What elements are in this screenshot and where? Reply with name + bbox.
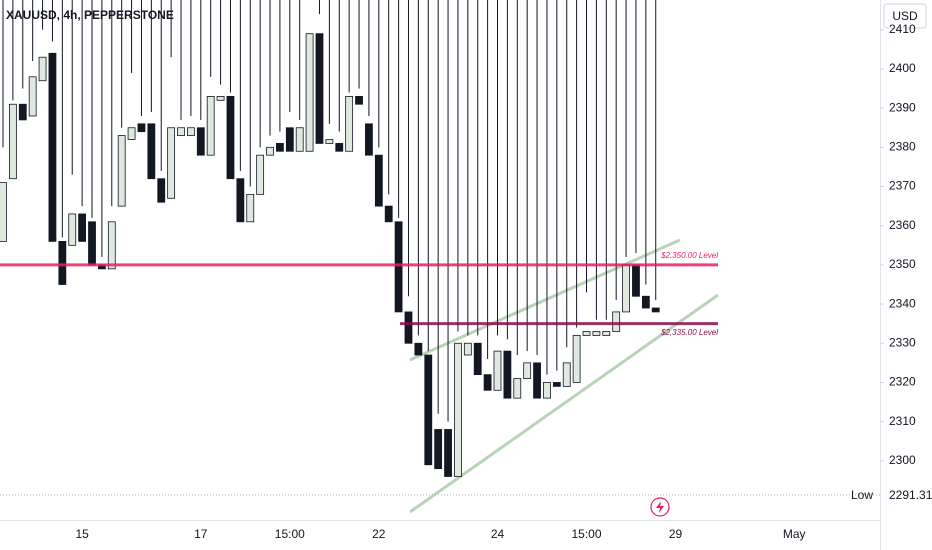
candle-body: [68, 213, 77, 246]
candle-body: [384, 205, 393, 223]
candle-body: [651, 307, 660, 313]
x-tick-label: 29: [669, 527, 683, 541]
candle-body: [8, 103, 17, 180]
candle-body: [88, 221, 96, 266]
candle-body: [622, 264, 630, 313]
y-tick-label: 2410: [889, 22, 916, 36]
candle-body: [523, 362, 532, 379]
symbol-title: XAUUSD, 4h, PEPPERSTONE: [6, 8, 174, 22]
candle-body: [187, 127, 195, 136]
x-tick-label: 17: [194, 527, 208, 541]
candle-body: [18, 103, 27, 121]
candle-body: [503, 350, 512, 399]
candle-body: [285, 127, 294, 152]
candle-body: [483, 374, 492, 391]
candle-body: [394, 221, 403, 313]
candle-body: [78, 213, 87, 242]
candle-body: [592, 331, 601, 336]
candle-body: [582, 331, 591, 336]
y-tick-label: 2320: [889, 375, 916, 389]
candle-body: [365, 123, 373, 156]
candle-body: [266, 146, 274, 156]
candle-body: [454, 342, 462, 477]
candle-body: [177, 127, 185, 136]
candle-body: [127, 127, 136, 140]
candle-body: [632, 264, 640, 297]
candle-body: [602, 331, 611, 336]
level-label: $2,350.00 Level: [660, 251, 718, 260]
y-tick-label: 2370: [889, 179, 916, 193]
y-tick-label: 2350: [889, 257, 916, 271]
candle-body: [374, 154, 383, 207]
y-tick-label: 2340: [889, 296, 916, 310]
x-tick-label: 15:00: [275, 527, 305, 541]
candle-body: [196, 127, 205, 156]
candle-body: [58, 240, 67, 285]
x-tick-label: 22: [372, 527, 386, 541]
candle-body: [355, 95, 363, 105]
candle-body: [562, 362, 571, 387]
x-tick-label: 24: [491, 527, 505, 541]
candle-body: [157, 178, 166, 203]
candle-body: [424, 354, 433, 466]
candle-body: [0, 182, 7, 242]
candle-body: [513, 378, 522, 399]
y-tick-label: 2390: [889, 100, 916, 114]
candle-body: [543, 382, 551, 399]
candle-body: [216, 95, 225, 101]
candle-body: [256, 154, 265, 195]
candle-body: [641, 295, 650, 309]
candle-body: [315, 33, 324, 144]
candle-body: [552, 382, 561, 387]
x-tick-label: May: [783, 527, 806, 541]
candle-body: [295, 127, 304, 152]
low-value: 2291.31: [889, 488, 932, 502]
candle-body: [404, 311, 413, 344]
candle-body: [167, 127, 176, 199]
x-tick-label: 15: [75, 527, 89, 541]
channel-upper: [409, 238, 681, 362]
currency[interactable]: USD: [892, 9, 918, 23]
candle-body: [137, 123, 146, 133]
level-label: $2,335.00 Level: [660, 328, 718, 337]
candle-body: [38, 56, 47, 82]
candle-body: [493, 350, 502, 391]
y-tick-label: 2400: [889, 61, 916, 75]
candle-body: [117, 135, 126, 207]
y-tick-label: 2380: [889, 140, 916, 154]
candle-body: [533, 362, 541, 399]
currency-box[interactable]: [883, 3, 927, 29]
candle-body: [236, 178, 245, 223]
candle-body: [444, 429, 452, 477]
candle-body: [414, 342, 423, 356]
candle-body: [246, 193, 255, 223]
event-bolt: [656, 501, 664, 513]
candle-body: [572, 335, 581, 383]
candle-body: [206, 95, 215, 156]
y-tick-label: 2310: [889, 414, 916, 428]
candle-body: [305, 33, 314, 152]
candle-body: [335, 143, 344, 152]
y-tick-label: 2330: [889, 335, 916, 349]
candle-body: [226, 95, 235, 180]
candle-body: [28, 76, 37, 117]
candle-body: [473, 342, 482, 376]
candle-body: [325, 139, 334, 144]
y-tick-label: 2360: [889, 218, 916, 232]
candle-body: [434, 429, 443, 470]
candle-body: [48, 52, 57, 242]
candle-body: [612, 311, 621, 332]
candle-body: [345, 95, 354, 152]
candle-body: [147, 123, 156, 180]
candle-body: [276, 143, 284, 152]
low-label: Low: [851, 488, 873, 502]
y-tick-label: 2300: [889, 453, 916, 467]
candle-body: [463, 342, 472, 356]
candle-body: [107, 221, 116, 270]
x-tick-label: 15:00: [571, 527, 601, 541]
